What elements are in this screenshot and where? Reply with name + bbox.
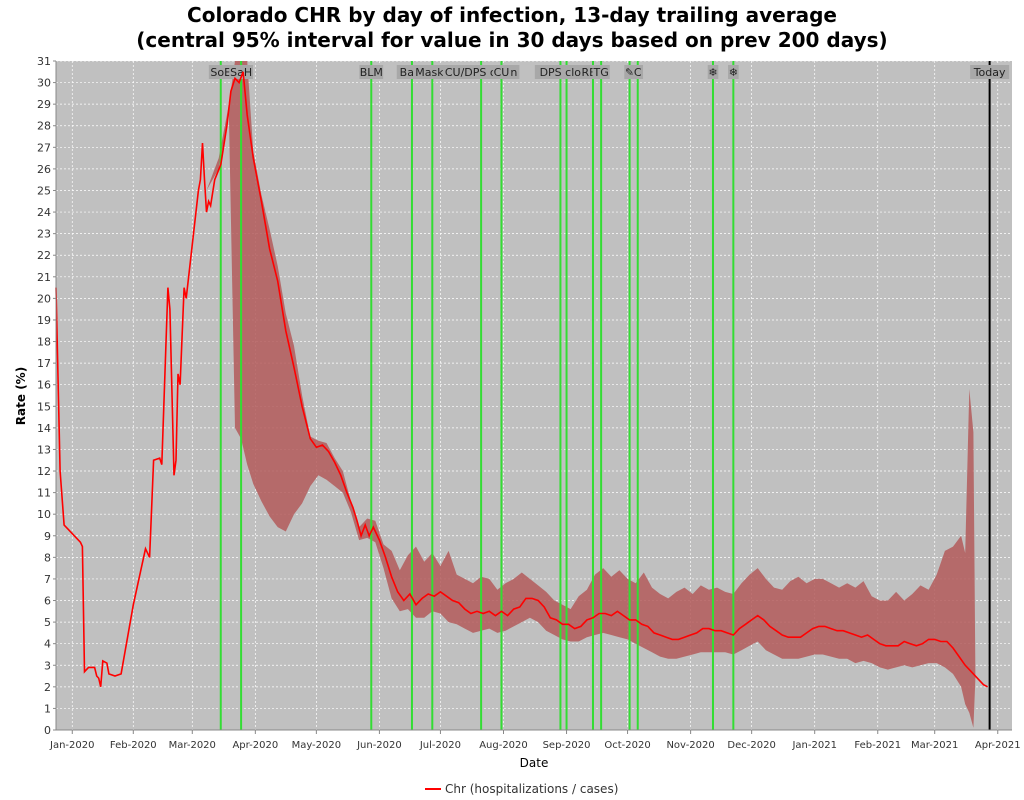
x-tick-label: Jan-2020 — [49, 740, 94, 751]
y-tick-label: 27 — [37, 141, 51, 154]
y-tick-label: 20 — [37, 292, 51, 305]
x-tick-label: Sep-2020 — [543, 740, 591, 751]
y-tick-label: 13 — [37, 443, 51, 456]
y-tick-label: 1 — [44, 702, 51, 715]
event-label-bg — [359, 65, 384, 79]
y-tick-label: 15 — [37, 400, 51, 413]
y-tick-label: 8 — [44, 551, 51, 564]
y-tick-label: 31 — [37, 55, 51, 68]
event-label-bg — [492, 65, 511, 79]
y-tick-label: 4 — [44, 638, 51, 651]
x-tick-label: Feb-2021 — [854, 740, 901, 751]
x-tick-label: Jun-2020 — [356, 740, 402, 751]
chart-subtitle: (central 95% interval for value in 30 da… — [136, 28, 887, 52]
x-tick-label: Apr-2020 — [232, 740, 278, 751]
x-tick-label: Oct-2020 — [604, 740, 650, 751]
y-tick-label: 26 — [37, 163, 51, 176]
legend: Chr (hospitalizations / cases) — [425, 782, 618, 796]
x-tick-label: Dec-2020 — [727, 740, 775, 751]
y-tick-label: 2 — [44, 681, 51, 694]
y-tick-label: 24 — [37, 206, 51, 219]
confidence-interval-band — [206, 61, 976, 728]
x-tick-label: May-2020 — [292, 740, 342, 751]
x-tick-label: Jul-2020 — [419, 740, 461, 751]
x-tick-label: Mar-2020 — [169, 740, 216, 751]
x-tick-label: Mar-2021 — [911, 740, 958, 751]
x-tick-label: Apr-2021 — [975, 740, 1021, 751]
event-label: SaH — [230, 66, 252, 79]
today-label-bg — [970, 65, 1010, 79]
event-label-bg — [707, 65, 719, 79]
y-tick-label: 19 — [37, 314, 51, 327]
y-tick-label: 21 — [37, 271, 51, 284]
event-label: TG — [592, 66, 608, 79]
event-label-bg — [624, 65, 635, 79]
event-label: ✎ — [625, 66, 634, 79]
y-tick-label: 29 — [37, 98, 51, 111]
event-label-bg — [413, 65, 451, 79]
event-label-bg — [632, 65, 644, 79]
y-axis-ticks: 0123456789101112131415161718192021222324… — [37, 55, 56, 737]
y-tick-label: 11 — [37, 487, 51, 500]
y-tick-label: 25 — [37, 184, 51, 197]
event-label-bg — [592, 65, 610, 79]
x-tick-label: Nov-2020 — [666, 740, 714, 751]
y-tick-label: 5 — [44, 616, 51, 629]
y-tick-label: 17 — [37, 357, 51, 370]
y-tick-label: 7 — [44, 573, 51, 586]
x-axis-label: Date — [520, 756, 549, 770]
legend-label: Chr (hospitalizations / cases) — [445, 782, 618, 796]
y-tick-label: 12 — [37, 465, 51, 478]
chart-title: Colorado CHR by day of infection, 13-day… — [187, 3, 837, 27]
x-tick-label: Jan-2021 — [791, 740, 836, 751]
y-tick-label: 3 — [44, 659, 51, 672]
event-label: C — [634, 66, 642, 79]
y-tick-label: 16 — [37, 379, 51, 392]
y-axis-label: Rate (%) — [14, 367, 28, 425]
event-label-bg — [229, 65, 253, 79]
event-label-bg — [728, 65, 739, 79]
event-label: ❄ — [708, 66, 717, 79]
y-tick-label: 14 — [37, 422, 51, 435]
y-tick-label: 0 — [44, 724, 51, 737]
y-tick-label: 22 — [37, 249, 51, 262]
y-tick-label: 23 — [37, 228, 51, 241]
y-tick-label: 10 — [37, 508, 51, 521]
event-label: DPS close — [540, 66, 594, 79]
today-label: Today — [973, 66, 1006, 79]
event-label: ❄ — [729, 66, 738, 79]
event-label: CU — [494, 66, 510, 79]
x-tick-label: Feb-2020 — [110, 740, 157, 751]
event-label: SoE — [210, 66, 231, 79]
y-tick-label: 9 — [44, 530, 51, 543]
event-label: BLM — [360, 66, 383, 79]
event-label: Masks — [415, 66, 449, 79]
y-tick-label: 18 — [37, 336, 51, 349]
event-label-bg — [208, 65, 233, 79]
chr-series-line — [55, 71, 988, 688]
y-tick-label: 6 — [44, 595, 51, 608]
y-tick-label: 28 — [37, 120, 51, 133]
x-axis-ticks: Jan-2020 Feb-2020 Mar-2020 Apr-2020 May-2020… — [49, 730, 1021, 751]
x-tick-label: Aug-2020 — [479, 740, 528, 751]
y-tick-label: 30 — [37, 77, 51, 90]
